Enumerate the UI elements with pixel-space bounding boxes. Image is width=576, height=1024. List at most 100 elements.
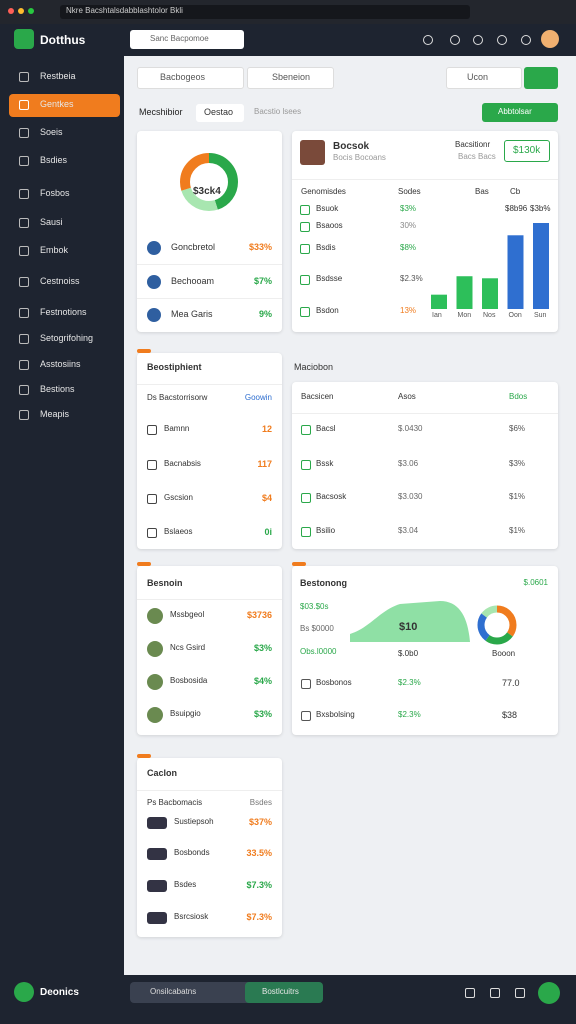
select-label: Bacbogeos <box>160 72 206 82</box>
row-icon <box>147 912 167 924</box>
profile-right: Bacsitionr <box>455 140 491 149</box>
sidebar-item[interactable]: Embok <box>40 245 69 255</box>
row-name: Bamnn <box>164 424 190 433</box>
icon <box>301 527 311 537</box>
logo: Dotthus <box>40 33 86 47</box>
sidebar-item[interactable]: Soeis <box>40 127 63 137</box>
app-header <box>0 24 576 56</box>
icon <box>19 218 29 228</box>
header-icon[interactable] <box>521 35 531 45</box>
header-icon[interactable] <box>423 35 433 45</box>
row-name: Bslaeos <box>164 527 193 536</box>
row-name: Bacsosk <box>316 492 347 501</box>
row-avatar <box>147 608 163 624</box>
column-header: Goowin <box>244 393 272 402</box>
sidebar-item[interactable]: Restbeia <box>40 71 76 81</box>
icon <box>300 222 310 232</box>
footer-action[interactable] <box>538 982 560 1004</box>
sidebar-item[interactable]: Gentkes <box>40 99 74 109</box>
header-icon[interactable] <box>473 35 483 45</box>
column-header: Bas <box>475 187 489 196</box>
row-value: $1% <box>509 492 526 501</box>
row-value: $2.3% <box>400 274 423 283</box>
card <box>137 353 282 549</box>
donut-segment <box>180 153 238 211</box>
icon <box>301 460 311 470</box>
column-header: Genomisdes <box>301 187 346 196</box>
sidebar-item[interactable]: Sausi <box>40 217 63 227</box>
row-name: Bechooam <box>171 276 215 286</box>
primary-button-label: Abbtolsar <box>498 107 532 116</box>
icon <box>147 528 157 538</box>
icon <box>300 307 310 317</box>
header-icon[interactable] <box>497 35 507 45</box>
accent <box>137 349 151 353</box>
row-name: Bsdes <box>174 880 197 889</box>
x-tick-label: Sun <box>534 312 547 319</box>
sidebar-item[interactable]: Asstosiins <box>40 359 81 369</box>
divider <box>137 264 282 265</box>
toolbar-link[interactable]: Bacstio lsees <box>254 107 302 116</box>
row-value: $3.06 <box>398 459 419 468</box>
footer-icon[interactable] <box>465 988 475 998</box>
header-icon[interactable] <box>450 35 460 45</box>
sidebar-item[interactable]: Meapis <box>40 409 70 419</box>
profile-photo <box>300 140 325 165</box>
footer-logo: Deonics <box>40 987 79 998</box>
row-icon <box>147 241 161 255</box>
divider <box>292 179 558 180</box>
row-value: $2.3% <box>398 710 421 719</box>
x-tick-label: Nos <box>483 312 496 319</box>
row-value: $3% <box>400 204 417 213</box>
column-header: Bdos <box>509 392 528 401</box>
row-icon <box>147 817 167 829</box>
search-button[interactable] <box>524 67 558 89</box>
card <box>292 566 558 735</box>
section-title: Maciobon <box>294 362 334 372</box>
row-name: Bsdsse <box>316 274 343 283</box>
sidebar-item[interactable]: Bestions <box>40 384 75 394</box>
sidebar-item[interactable]: Setogrifohing <box>40 333 94 343</box>
icon <box>301 711 311 721</box>
footer-icon[interactable] <box>515 988 525 998</box>
icon <box>301 493 311 503</box>
input[interactable] <box>247 67 334 89</box>
tab[interactable] <box>196 104 244 122</box>
column-header: Ds Bacstorrisorw <box>147 393 208 402</box>
row-name: Ncs Gsird <box>170 643 206 652</box>
avatar[interactable] <box>541 30 559 48</box>
graphic <box>350 601 470 642</box>
row-name: Bsaoos <box>316 221 343 230</box>
bar <box>533 223 549 309</box>
row-name: Bsdis <box>316 243 336 252</box>
donut-label: $3ck4 <box>193 186 221 197</box>
badge <box>504 140 550 162</box>
row-icon <box>147 308 161 322</box>
card <box>292 382 558 549</box>
footer-button[interactable] <box>245 982 323 1003</box>
sidebar-item[interactable]: Cestnoiss <box>40 276 80 286</box>
x-tick-label: Mon <box>457 312 472 319</box>
chart-label: $8b96 <box>505 204 528 213</box>
row-name: Bacsl <box>316 424 336 433</box>
row-value: 77.0 <box>502 678 520 688</box>
select[interactable] <box>137 67 244 89</box>
icon <box>19 308 29 318</box>
row-avatar <box>147 641 163 657</box>
logo-mark <box>14 29 34 49</box>
url-bar <box>60 5 470 19</box>
primary-button[interactable] <box>482 103 558 122</box>
icon <box>19 189 29 199</box>
row-value: $7.3% <box>246 912 272 922</box>
select2[interactable] <box>446 67 522 89</box>
footer-icon[interactable] <box>490 988 500 998</box>
row-value: $.0430 <box>398 424 423 433</box>
icon <box>147 494 157 504</box>
sidebar-item[interactable]: Bsdies <box>40 155 68 165</box>
sidebar-item[interactable]: Festnotions <box>40 307 87 317</box>
sidebar-item[interactable]: Fosbos <box>40 188 70 198</box>
row-name: Bxsbolsing <box>316 710 355 719</box>
icon <box>300 275 310 285</box>
search[interactable] <box>130 30 244 49</box>
row-value: $4 <box>261 493 272 503</box>
